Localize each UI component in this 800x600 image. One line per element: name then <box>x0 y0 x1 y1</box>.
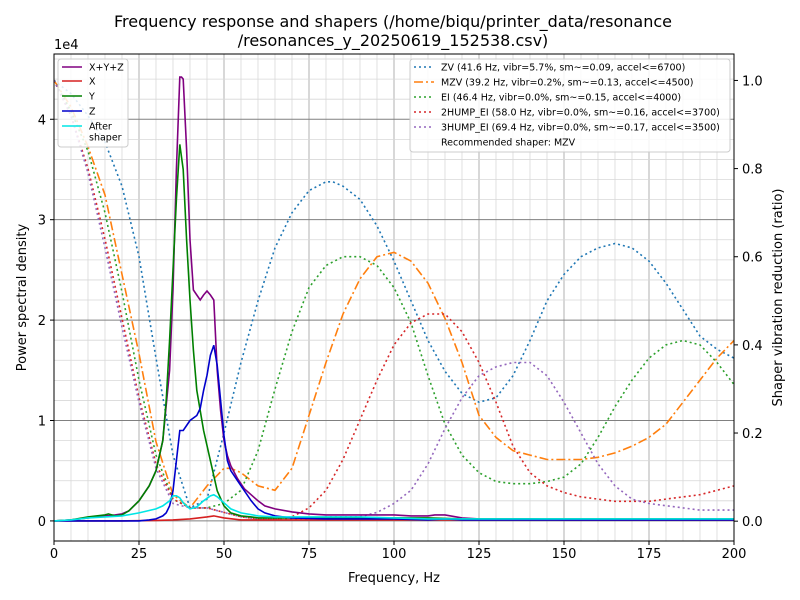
right-y-tick-label: 0.0 <box>742 515 763 530</box>
shaper-line-3 <box>54 80 734 520</box>
grid-lines <box>53 54 735 542</box>
right-y-tick-label: 0.6 <box>742 251 763 266</box>
left-y-axis-label: Power spectral density <box>15 223 30 371</box>
x-axis-ticks: 0 25 50 75 100 125 150 175 200 <box>50 541 747 562</box>
psd-legend-label: X+Y+Z <box>89 63 124 74</box>
left-axis-multiplier: 1e4 <box>54 38 79 53</box>
shaper-legend-label: 3HUMP_EI (69.4 Hz, vibr=0.0%, sm~=0.17, … <box>441 123 720 134</box>
shaper-legend-label: MZV (39.2 Hz, vibr=0.2%, sm~=0.13, accel… <box>441 78 693 89</box>
psd-line-3 <box>54 344 734 522</box>
left-y-tick-label: 3 <box>38 214 46 229</box>
left-y-tick-label: 1 <box>38 415 46 430</box>
x-tick-label: 175 <box>637 547 662 562</box>
psd-legend-label: Z <box>89 107 96 118</box>
shaper-line-0 <box>54 79 734 510</box>
chart-title-line: Frequency response and shapers (/home/bi… <box>114 12 672 32</box>
right-y-tick-label: 0.2 <box>742 427 763 442</box>
x-tick-label: 125 <box>467 547 492 562</box>
right-y-axis-label: Shaper vibration reduction (ratio) <box>771 189 786 407</box>
shaper-line-2 <box>54 80 734 509</box>
psd-legend-label: X <box>89 77 96 88</box>
x-tick-label: 0 <box>50 547 58 562</box>
shaper-series-group <box>54 79 734 520</box>
shaper-legend-label: 2HUMP_EI (58.0 Hz, vibr=0.0%, sm~=0.16, … <box>441 108 720 119</box>
left-y-axis-ticks: 0 1 2 3 4 <box>38 113 54 530</box>
x-tick-label: 75 <box>301 547 318 562</box>
x-tick-label: 50 <box>216 547 233 562</box>
x-axis-label: Frequency, Hz <box>348 571 440 586</box>
right-y-tick-label: 1.0 <box>742 74 763 89</box>
x-tick-label: 200 <box>722 547 747 562</box>
left-y-tick-label: 2 <box>38 314 46 329</box>
left-y-tick-label: 4 <box>38 113 46 128</box>
psd-series-group <box>54 76 734 522</box>
psd-line-4 <box>54 493 734 522</box>
psd-legend-label: shaper <box>89 133 122 144</box>
right-y-tick-label: 0.8 <box>742 163 763 178</box>
right-y-tick-label: 0.4 <box>742 339 763 354</box>
shaper-legend-box <box>409 58 731 153</box>
shaper-legend-label: ZV (41.6 Hz, vibr=5.7%, sm~=0.09, accel<… <box>441 63 685 74</box>
x-tick-label: 100 <box>382 547 407 562</box>
shaper-legend-label: EI (46.4 Hz, vibr=0.0%, sm~=0.15, accel<… <box>441 93 681 104</box>
chart-title: Frequency response and shapers (/home/bi… <box>114 12 672 51</box>
x-tick-label: 25 <box>131 547 148 562</box>
right-y-axis-ticks: 0.0 0.2 0.4 0.6 0.8 1.0 <box>734 74 763 530</box>
shaper-legend: ZV (41.6 Hz, vibr=5.7%, sm~=0.09, accel<… <box>409 58 731 153</box>
shaper-line-4 <box>54 80 734 520</box>
left-y-tick-label: 0 <box>38 515 46 530</box>
psd-legend-label: Y <box>88 92 95 103</box>
chart-title-line: /resonances_y_20250619_152538.csv) <box>238 31 549 51</box>
psd-legend-label: After <box>89 122 112 133</box>
x-tick-label: 150 <box>552 547 577 562</box>
recommended-shaper-label: Recommended shaper: MZV <box>441 138 576 149</box>
